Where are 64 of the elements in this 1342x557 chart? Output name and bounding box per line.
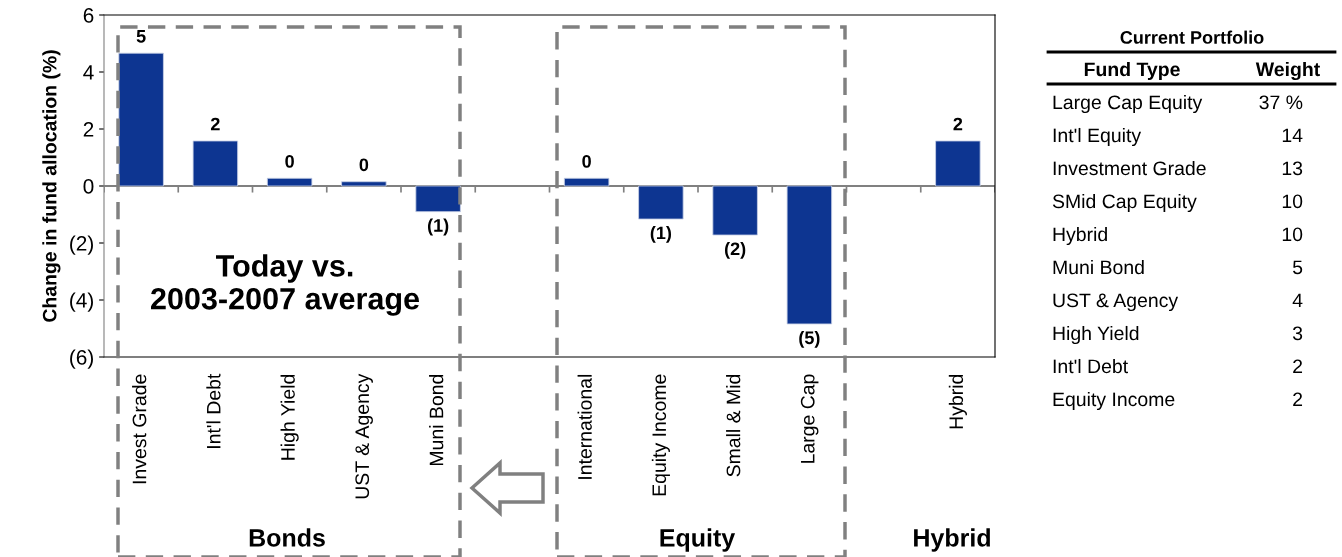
category-label: Int'l Equity xyxy=(1053,127,1142,147)
y-axis-title: Change in fund allocation (%) xyxy=(42,50,61,322)
x-tick-label: Invest Grade xyxy=(132,374,147,484)
text: Current Portfolio xyxy=(1120,30,1264,44)
bar xyxy=(341,181,387,187)
text: Bonds xyxy=(249,528,325,547)
x-tick-label: Equity Income xyxy=(651,374,670,496)
y-tick-label: 4 xyxy=(83,65,94,80)
bar xyxy=(712,185,758,236)
category-label: SMid Cap Equity xyxy=(1052,193,1197,213)
data-label: 10 xyxy=(1282,194,1303,209)
y-tick-label: 6 xyxy=(83,8,94,23)
data-label: 0 xyxy=(359,158,369,172)
data-label: (1) xyxy=(427,218,449,236)
x-tick-label: Int'l Debt xyxy=(206,373,221,448)
y-tick-label: (2) xyxy=(70,235,93,255)
data-label: 2 xyxy=(210,117,220,131)
bar xyxy=(786,185,833,325)
bar xyxy=(563,177,610,187)
text: Equity xyxy=(660,528,736,552)
data-label: 2 xyxy=(953,117,963,131)
bar xyxy=(415,185,461,213)
data-label: 10 xyxy=(1282,227,1303,242)
bar xyxy=(935,140,981,187)
data-label: 2 xyxy=(1293,359,1303,374)
bar xyxy=(118,52,164,187)
x-tick-label: Hybrid xyxy=(948,374,967,429)
data-label: 13 xyxy=(1282,161,1303,176)
category-label: Muni Bond xyxy=(1053,259,1144,275)
x-tick-label: High Yield xyxy=(280,374,299,460)
text: Hybrid xyxy=(914,528,990,552)
x-tick-label: Large Cap xyxy=(800,374,819,463)
category-label: Int'l Debt xyxy=(1053,358,1128,374)
data-label: 3 xyxy=(1292,326,1303,341)
x-tick-label: Small & Mid xyxy=(726,374,741,477)
data-label: 37 % xyxy=(1259,95,1303,110)
data-label: 0 xyxy=(582,155,591,168)
bar xyxy=(192,140,239,187)
data-label: 5 xyxy=(1292,260,1303,275)
data-label: 5 xyxy=(136,30,146,43)
category-label: Investment Grade xyxy=(1053,160,1206,176)
category-label: High Yield xyxy=(1053,325,1139,345)
y-tick-label: (6) xyxy=(70,349,93,369)
annotation: Today vs. 2003-2007 average xyxy=(151,254,420,316)
category-label: Large Cap Equity xyxy=(1053,94,1203,114)
data-label: (2) xyxy=(724,241,746,259)
bar xyxy=(266,177,313,187)
y-tick-label: 0 xyxy=(83,179,94,194)
category-label: UST & Agency xyxy=(1053,293,1179,312)
y-tick-label: 2 xyxy=(83,122,94,137)
text: Weight xyxy=(1255,61,1320,81)
y-tick-label: (4) xyxy=(70,292,93,312)
data-label: (1) xyxy=(650,226,672,243)
data-label: 2 xyxy=(1293,392,1303,407)
text: Fund Type xyxy=(1084,61,1180,81)
data-label: 4 xyxy=(1292,293,1303,308)
x-tick-label: International xyxy=(577,374,592,479)
x-tick-label: Muni Bond xyxy=(429,374,444,466)
x-tick-label: UST & Agency xyxy=(355,373,373,499)
data-label: (5) xyxy=(799,330,820,348)
bar xyxy=(638,185,684,220)
category-label: Hybrid xyxy=(1053,226,1107,246)
data-label: 0 xyxy=(285,155,294,168)
data-label: 14 xyxy=(1282,128,1303,143)
